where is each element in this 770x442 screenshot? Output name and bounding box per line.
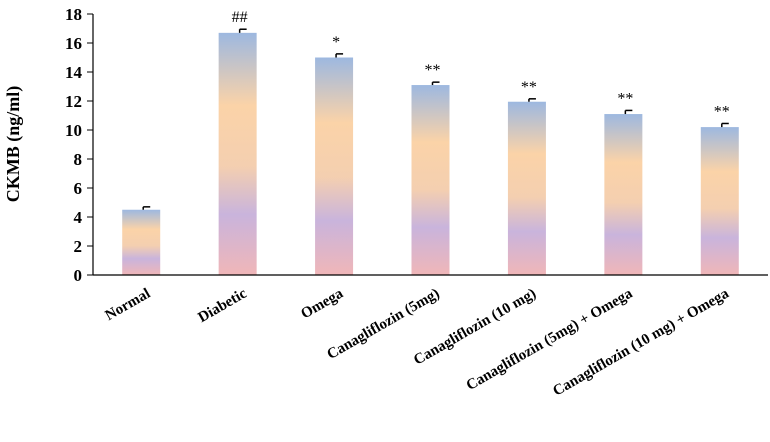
y-tick-label: 18 — [65, 5, 82, 24]
y-tick-label: 0 — [74, 266, 83, 285]
y-tick-label: 6 — [74, 179, 83, 198]
bar — [507, 101, 546, 275]
y-tick-label: 12 — [65, 92, 82, 111]
x-tick-label: Normal — [103, 286, 154, 324]
y-tick-label: 14 — [65, 63, 83, 82]
x-tick-label: Omega — [298, 285, 346, 322]
y-tick-label: 10 — [65, 121, 82, 140]
bar — [411, 85, 450, 275]
bar — [122, 209, 161, 275]
x-tick-label: Canagliflozin (10 mg) + Omega — [550, 285, 732, 399]
significance-label: ** — [521, 79, 537, 96]
significance-label: * — [332, 34, 340, 51]
y-tick-label: 16 — [65, 34, 82, 53]
bars: ##********* — [122, 9, 739, 275]
y-tick-label: 8 — [74, 150, 83, 169]
significance-label: ** — [714, 103, 730, 120]
axes — [92, 14, 768, 276]
significance-label: ## — [232, 9, 248, 26]
bar — [604, 114, 643, 275]
y-tick-label: 4 — [74, 208, 83, 227]
significance-label: ** — [425, 62, 441, 79]
bar — [315, 57, 354, 275]
y-tick-label: 2 — [74, 237, 83, 256]
x-tick-label: Canagliflozin (5mg) + Omega — [464, 285, 636, 394]
y-axis-label: CKMB (ng/ml) — [3, 86, 24, 203]
bar — [218, 32, 257, 275]
y-axis-ticks: 0 2 4 6 8 10 12 14 16 18 — [65, 5, 93, 285]
x-tick-label: Diabetic — [195, 285, 249, 326]
significance-label: ** — [617, 90, 633, 107]
bar — [700, 127, 739, 275]
